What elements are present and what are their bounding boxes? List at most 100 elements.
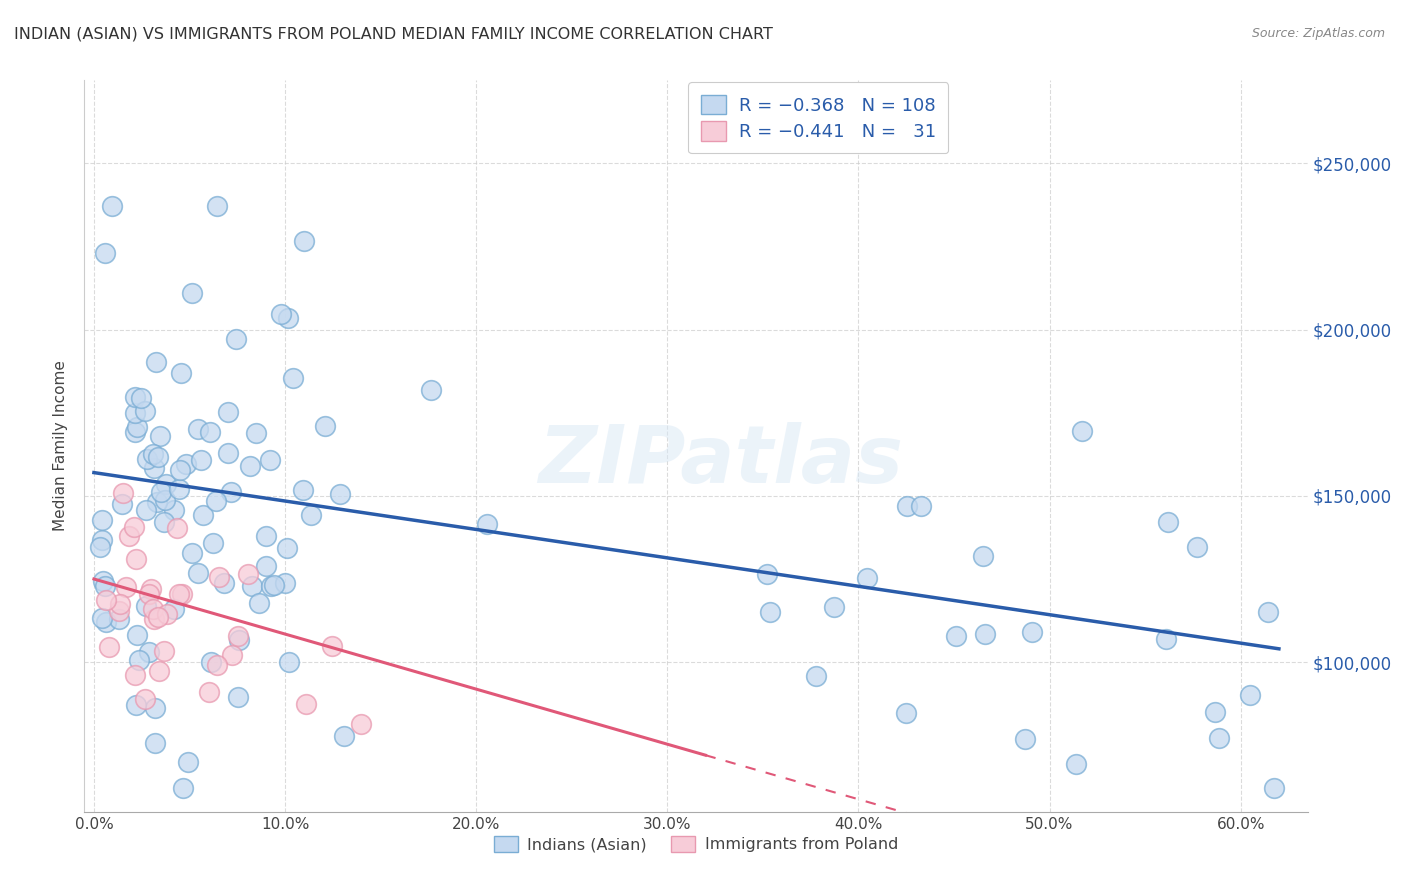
Point (299, 508, 322, 523)
Point (894, 706, 917, 720)
Point (1239, 688, 1261, 702)
Point (270, 307, 292, 321)
Point (240, 579, 263, 593)
Point (163, 503, 186, 517)
Point (156, 607, 179, 621)
Point (274, 575, 297, 590)
Point (172, 587, 194, 601)
Point (804, 669, 827, 683)
Point (146, 495, 169, 509)
Point (97, 640, 120, 654)
Point (91, 574, 114, 588)
Point (756, 566, 779, 581)
Point (225, 332, 247, 346)
Point (276, 541, 298, 556)
Point (174, 457, 197, 471)
Point (93, 246, 115, 260)
Point (294, 697, 316, 711)
Point (122, 520, 145, 534)
Point (239, 458, 262, 473)
Point (167, 482, 190, 496)
Text: Source: ZipAtlas.com: Source: ZipAtlas.com (1251, 27, 1385, 40)
Point (166, 521, 188, 535)
Point (169, 463, 191, 477)
Point (135, 451, 157, 466)
Point (1154, 632, 1177, 647)
Point (1257, 605, 1279, 619)
Point (277, 311, 299, 326)
Point (228, 633, 250, 648)
Point (125, 420, 148, 434)
Point (226, 629, 249, 643)
Point (128, 653, 150, 667)
Point (247, 596, 270, 610)
Point (259, 579, 281, 593)
Point (108, 597, 131, 611)
Point (91, 533, 114, 547)
Point (143, 736, 166, 750)
Point (236, 567, 259, 582)
Point (111, 486, 134, 500)
Point (972, 549, 994, 563)
Point (125, 628, 148, 642)
Point (187, 422, 209, 436)
Point (91, 611, 114, 625)
Point (167, 586, 190, 600)
Point (1014, 731, 1036, 746)
Y-axis label: Median Family Income: Median Family Income (53, 360, 69, 532)
Point (124, 698, 146, 712)
Point (1071, 424, 1094, 438)
Point (124, 668, 146, 682)
Point (200, 425, 222, 440)
Text: ZIPatlas: ZIPatlas (538, 422, 903, 500)
Point (217, 405, 239, 419)
Point (198, 685, 221, 699)
Point (150, 485, 173, 500)
Point (291, 483, 314, 497)
Point (134, 692, 156, 706)
Point (148, 665, 170, 679)
Point (153, 493, 176, 508)
Point (910, 499, 932, 513)
Point (172, 781, 194, 796)
Point (1157, 516, 1180, 530)
Point (155, 477, 177, 491)
Point (281, 371, 304, 385)
Point (180, 285, 202, 300)
Point (201, 535, 224, 549)
Point (292, 234, 315, 248)
Point (278, 655, 301, 669)
Point (759, 605, 782, 619)
Point (1021, 625, 1043, 640)
Point (855, 571, 877, 585)
Point (974, 627, 997, 641)
Point (124, 390, 146, 404)
Point (118, 529, 141, 543)
Point (1064, 757, 1087, 772)
Point (245, 426, 267, 441)
Point (145, 354, 167, 368)
Point (96, 593, 118, 607)
Point (333, 729, 356, 743)
Point (149, 429, 172, 443)
Point (125, 552, 148, 566)
Point (138, 587, 160, 601)
Point (146, 450, 169, 464)
Point (142, 602, 165, 616)
Point (129, 391, 152, 405)
Point (138, 645, 160, 659)
Point (143, 701, 166, 715)
Point (124, 425, 146, 439)
Point (135, 503, 157, 517)
Point (1187, 540, 1209, 554)
Point (191, 508, 214, 523)
Point (153, 644, 176, 658)
Point (142, 611, 165, 625)
Point (219, 484, 242, 499)
Point (259, 452, 281, 467)
Point (110, 497, 132, 511)
Point (107, 604, 129, 618)
Text: INDIAN (ASIAN) VS IMMIGRANTS FROM POLAND MEDIAN FAMILY INCOME CORRELATION CHART: INDIAN (ASIAN) VS IMMIGRANTS FROM POLAND… (14, 27, 773, 42)
Point (208, 570, 231, 584)
Point (143, 461, 166, 475)
